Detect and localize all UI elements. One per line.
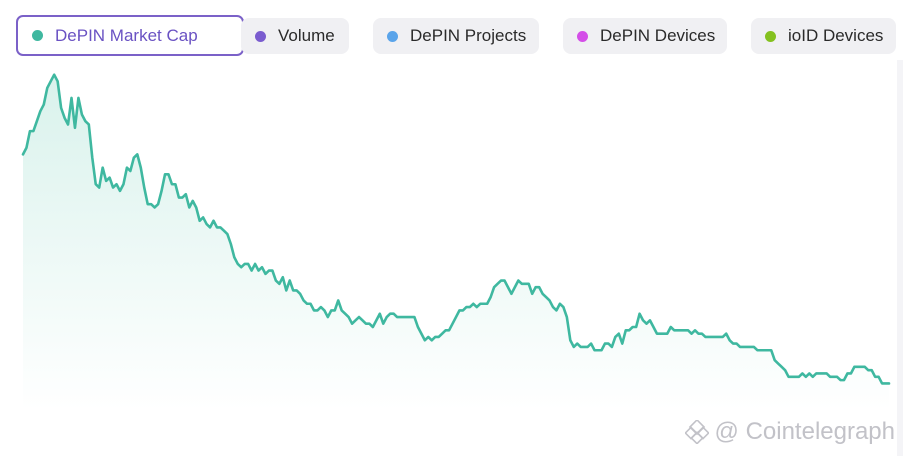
tab-volume[interactable]: Volume (241, 18, 349, 54)
tab-depin-projects[interactable]: DePIN Projects (373, 18, 539, 54)
series-line-depin-market-cap[interactable] (21, 73, 891, 385)
scroll-edge (897, 60, 903, 456)
series-area-fill (23, 74, 889, 411)
tab-dot-icon (255, 30, 266, 42)
tab-dot-icon (32, 30, 43, 41)
tab-label: DePIN Projects (410, 26, 527, 45)
tab-dot-icon (577, 30, 588, 42)
watermark: @ Cointelegraph (684, 418, 895, 446)
cointelegraph-logo-icon (684, 420, 709, 444)
tab-label: Volume (278, 26, 335, 45)
watermark-text: @ Cointelegraph (714, 418, 895, 445)
tab-depin-devices[interactable]: DePIN Devices (563, 18, 727, 54)
tab-dot-icon (387, 30, 398, 42)
tab-label: DePIN Market Cap (55, 25, 198, 45)
tab-iold-devices[interactable]: ioID Devices (751, 18, 896, 54)
tab-dot-icon (765, 30, 776, 42)
tab-depin-market-cap[interactable]: DePIN Market Cap (16, 15, 244, 56)
tab-label: DePIN Devices (600, 26, 716, 45)
tab-label: ioID Devices (788, 26, 884, 45)
